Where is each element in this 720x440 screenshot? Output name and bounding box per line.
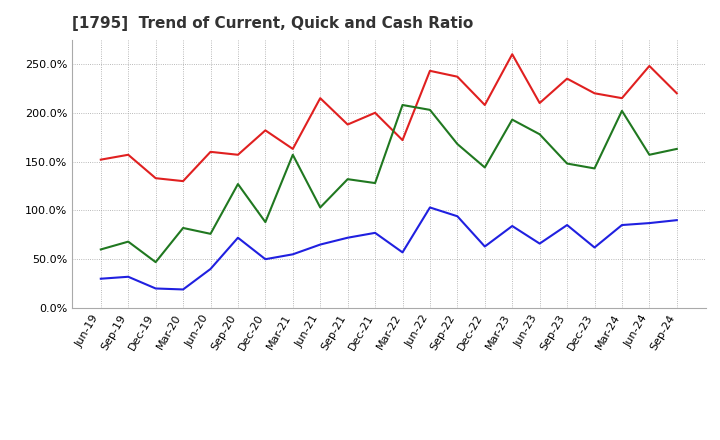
Cash Ratio — [398, 250, 407, 255]
Current Ratio — [179, 179, 187, 184]
Quick Ratio — [645, 152, 654, 158]
Current Ratio — [151, 176, 160, 181]
Current Ratio — [124, 152, 132, 158]
Quick Ratio — [672, 146, 681, 151]
Quick Ratio — [618, 108, 626, 114]
Quick Ratio — [124, 239, 132, 244]
Cash Ratio — [618, 222, 626, 227]
Line: Cash Ratio: Cash Ratio — [101, 208, 677, 290]
Current Ratio — [672, 91, 681, 96]
Cash Ratio — [672, 217, 681, 223]
Cash Ratio — [645, 220, 654, 226]
Cash Ratio — [233, 235, 242, 240]
Quick Ratio — [563, 161, 572, 166]
Quick Ratio — [343, 176, 352, 182]
Cash Ratio — [289, 252, 297, 257]
Quick Ratio — [289, 152, 297, 158]
Current Ratio — [398, 137, 407, 143]
Quick Ratio — [398, 103, 407, 108]
Quick Ratio — [480, 165, 489, 170]
Current Ratio — [453, 74, 462, 79]
Cash Ratio — [508, 224, 516, 229]
Cash Ratio — [426, 205, 434, 210]
Quick Ratio — [261, 220, 270, 225]
Cash Ratio — [124, 274, 132, 279]
Cash Ratio — [536, 241, 544, 246]
Line: Current Ratio: Current Ratio — [101, 54, 677, 181]
Cash Ratio — [480, 244, 489, 249]
Cash Ratio — [96, 276, 105, 281]
Current Ratio — [206, 149, 215, 154]
Current Ratio — [343, 122, 352, 127]
Cash Ratio — [453, 213, 462, 219]
Current Ratio — [289, 146, 297, 151]
Current Ratio — [508, 51, 516, 57]
Quick Ratio — [206, 231, 215, 236]
Quick Ratio — [453, 141, 462, 147]
Cash Ratio — [179, 287, 187, 292]
Current Ratio — [480, 103, 489, 108]
Cash Ratio — [563, 222, 572, 227]
Current Ratio — [371, 110, 379, 115]
Cash Ratio — [371, 230, 379, 235]
Current Ratio — [426, 68, 434, 73]
Current Ratio — [233, 152, 242, 158]
Current Ratio — [563, 76, 572, 81]
Cash Ratio — [261, 257, 270, 262]
Cash Ratio — [316, 242, 325, 247]
Current Ratio — [645, 63, 654, 69]
Quick Ratio — [233, 181, 242, 187]
Quick Ratio — [590, 166, 599, 171]
Text: [1795]  Trend of Current, Quick and Cash Ratio: [1795] Trend of Current, Quick and Cash … — [72, 16, 473, 32]
Cash Ratio — [590, 245, 599, 250]
Current Ratio — [590, 91, 599, 96]
Current Ratio — [96, 157, 105, 162]
Quick Ratio — [426, 107, 434, 113]
Quick Ratio — [151, 260, 160, 265]
Cash Ratio — [206, 266, 215, 271]
Quick Ratio — [508, 117, 516, 122]
Current Ratio — [618, 95, 626, 101]
Current Ratio — [316, 95, 325, 101]
Quick Ratio — [536, 132, 544, 137]
Quick Ratio — [96, 247, 105, 252]
Cash Ratio — [151, 286, 160, 291]
Line: Quick Ratio: Quick Ratio — [101, 105, 677, 262]
Current Ratio — [261, 128, 270, 133]
Quick Ratio — [371, 180, 379, 186]
Quick Ratio — [179, 225, 187, 231]
Cash Ratio — [343, 235, 352, 240]
Current Ratio — [536, 100, 544, 106]
Quick Ratio — [316, 205, 325, 210]
